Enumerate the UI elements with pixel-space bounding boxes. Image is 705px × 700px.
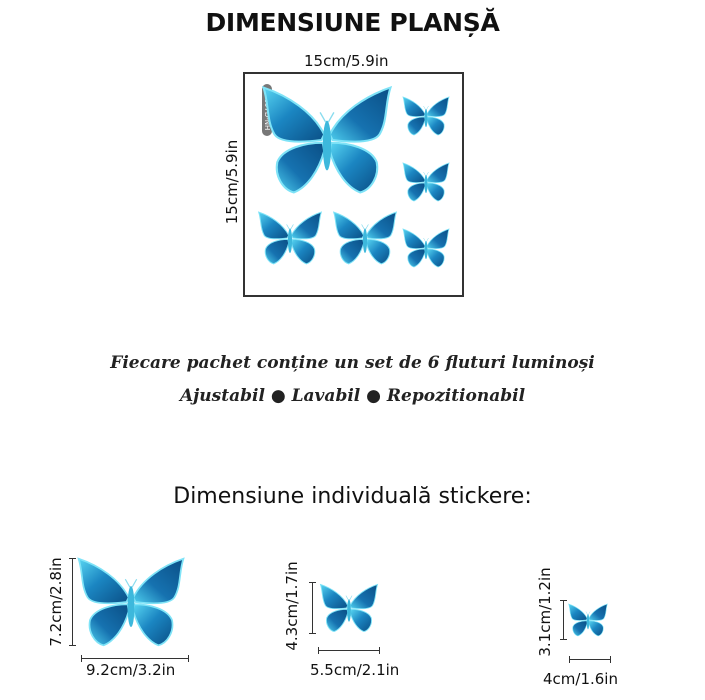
sheet-height-label: 15cm/5.9in — [223, 139, 241, 225]
width-dimension-line — [569, 656, 611, 663]
sheet-width-label: 15cm/5.9in — [304, 52, 389, 70]
width-dimension-line — [318, 647, 380, 654]
height-dimension-line — [309, 582, 316, 634]
size-small-width: 4cm/1.6in — [543, 670, 618, 688]
individual-size-heading: Dimensiune individuală stickere: — [173, 484, 532, 509]
butterfly-small — [401, 152, 451, 212]
butterfly-small — [401, 218, 451, 278]
height-dimension-line — [560, 600, 567, 640]
butterfly-size-medium — [318, 582, 380, 634]
size-small-height: 3.1cm/1.2in — [536, 567, 554, 657]
package-description: Fiecare pachet conține un set de 6 flutu… — [110, 353, 595, 373]
butterfly-size-large — [74, 556, 188, 648]
butterfly-small — [401, 86, 451, 146]
size-large-height: 7.2cm/2.8in — [47, 557, 65, 647]
size-medium-height: 4.3cm/1.7in — [283, 561, 301, 651]
butterfly-size-small — [567, 601, 609, 639]
butterfly-large — [258, 84, 396, 196]
size-large-width: 9.2cm/3.2in — [86, 661, 176, 679]
height-dimension-line — [69, 558, 76, 646]
size-medium-width: 5.5cm/2.1in — [310, 661, 400, 679]
butterfly-medium — [256, 196, 324, 280]
page-title: DIMENSIUNE PLANȘĂ — [205, 8, 500, 37]
width-dimension-line — [81, 655, 189, 662]
butterfly-medium — [331, 196, 399, 280]
features-line: Ajustabil ● Lavabil ● Repozitionabil — [179, 386, 526, 406]
